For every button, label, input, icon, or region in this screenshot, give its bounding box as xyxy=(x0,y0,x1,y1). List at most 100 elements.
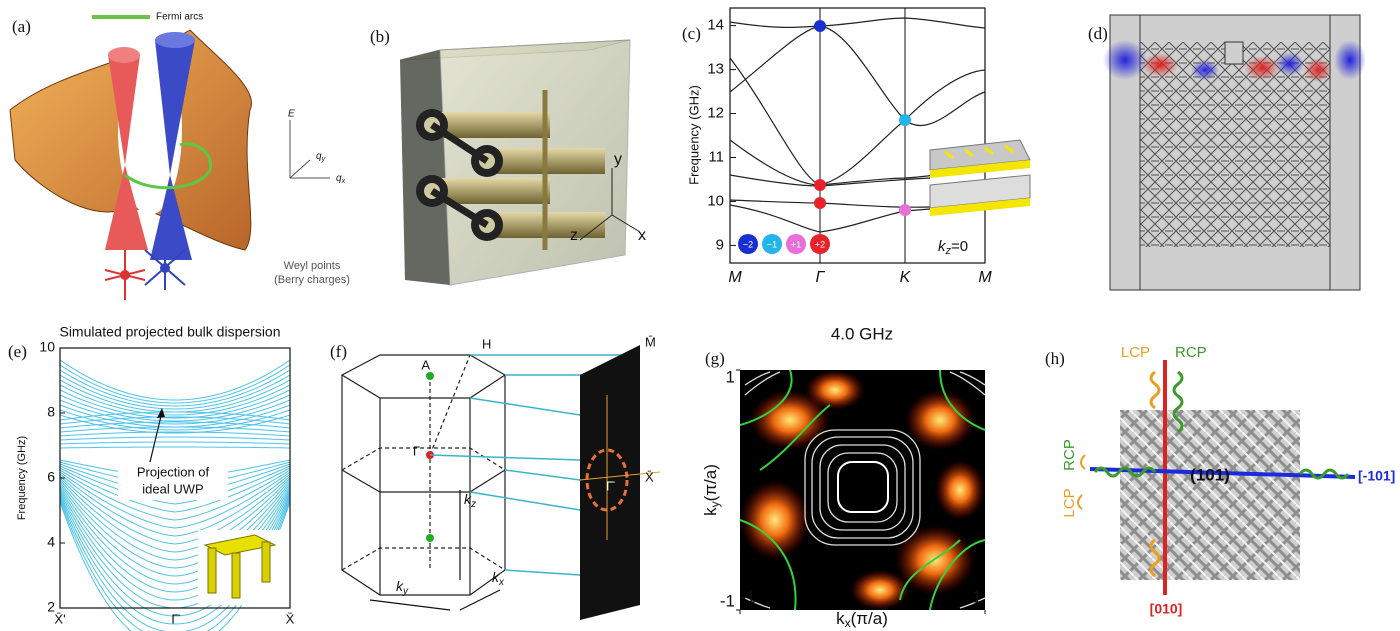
band xyxy=(60,442,290,444)
point-label: H xyxy=(482,336,491,351)
field xyxy=(1191,60,1219,80)
y-tick-label: 1 xyxy=(726,367,735,386)
inset xyxy=(930,140,1030,216)
wave xyxy=(1151,372,1159,408)
axis-label: qy xyxy=(316,151,326,163)
field xyxy=(1334,40,1366,80)
band xyxy=(60,390,290,418)
panel-h: (h) LCP RCP RCP LCP (101) [-101] [010] xyxy=(1045,344,1395,617)
axis-label: E xyxy=(288,109,295,120)
y-tick-label: 6 xyxy=(47,469,55,485)
field xyxy=(1244,56,1280,80)
axes xyxy=(290,120,330,178)
kz-rest: =0 xyxy=(951,238,968,255)
y-tick-label: 8 xyxy=(47,404,55,420)
axis-sub: x xyxy=(341,178,346,185)
axis-sub: y xyxy=(402,586,409,597)
point-label: M̄ xyxy=(645,334,656,349)
polarization-label: LCP xyxy=(1061,488,1078,517)
legend-text: Fermi arcs xyxy=(156,12,203,23)
point xyxy=(426,372,434,380)
plane-label: (101) xyxy=(1190,465,1230,484)
arrowhead xyxy=(157,408,165,418)
figure: (a) Fermi arcs E qy qx Weyl points (Berr… xyxy=(0,0,1400,631)
y-tick-label: 10 xyxy=(39,339,55,355)
circular-arrow xyxy=(1078,455,1085,509)
y-axis-label: ky(π/a) xyxy=(701,464,722,516)
plot-frame xyxy=(730,8,985,263)
weyl-point xyxy=(814,179,826,191)
panel-d: (d) xyxy=(1088,15,1366,290)
band xyxy=(60,437,290,440)
band xyxy=(60,365,290,403)
axis-rest: (π/a) xyxy=(851,609,888,628)
annotation: Projection of xyxy=(137,464,210,479)
contour xyxy=(838,462,888,512)
band xyxy=(60,447,290,448)
y-axis-label: Frequency (GHz) xyxy=(16,436,28,520)
x-tick-label: 1 xyxy=(972,587,981,606)
band xyxy=(60,412,290,420)
axis-label: ky xyxy=(396,578,409,597)
y-tick-label: 13 xyxy=(707,61,724,78)
direction-label: [010] xyxy=(1150,601,1183,617)
axis-sub: y xyxy=(321,156,326,163)
panel-g: (g) 4.0 GHz -1 1 -1 1 ky(π/a) kx(π/a) xyxy=(701,324,985,630)
polarization-label: LCP xyxy=(1121,344,1150,361)
panel-label: (h) xyxy=(1045,349,1065,368)
y-tick-label: 10 xyxy=(707,192,724,209)
point-label: X̄ xyxy=(645,469,654,484)
y-tick-label: 4 xyxy=(47,534,55,550)
axis-rest: (π/a) xyxy=(701,464,720,501)
chart-title: Simulated projected bulk dispersion xyxy=(59,324,280,340)
axis-sub: z xyxy=(470,499,476,510)
y-tick-label: 9 xyxy=(716,236,724,253)
y-ticks: 91011121314 xyxy=(707,17,736,254)
y-tick-label: 14 xyxy=(707,17,724,34)
point-label: A xyxy=(421,357,430,372)
band xyxy=(60,360,290,400)
x-tick-label: -1 xyxy=(740,587,755,606)
y-axis-label: Frequency (GHz) xyxy=(686,85,701,185)
y-tick-label: 11 xyxy=(708,148,724,165)
metamaterial xyxy=(1120,410,1300,580)
field xyxy=(1142,53,1178,77)
caption: (Berry charges) xyxy=(274,274,350,286)
panel-b: (b) y z x xyxy=(370,27,646,285)
x-tick-label: Γ xyxy=(815,269,825,286)
weyl-point xyxy=(814,197,826,209)
x-tick-label: M xyxy=(978,269,992,286)
axis-label: x xyxy=(638,227,646,244)
cone-top xyxy=(108,47,140,63)
x-tick-label: K xyxy=(900,269,912,286)
weyl-point xyxy=(160,263,170,273)
axis-label: z xyxy=(570,227,578,244)
point-label: Γ xyxy=(413,443,420,458)
x-tick-label: M xyxy=(728,269,742,286)
axis-label: qx xyxy=(336,173,346,185)
field xyxy=(1276,52,1304,76)
panel-label: (d) xyxy=(1088,24,1108,43)
panel-label: (c) xyxy=(682,24,701,43)
charge-label: +1 xyxy=(791,239,801,249)
x-tick-label: X̄' xyxy=(54,611,65,626)
field xyxy=(1103,40,1147,80)
direction-label: [-101] xyxy=(1358,468,1395,484)
chart-title: 4.0 GHz xyxy=(831,324,893,343)
charge-label: +2 xyxy=(815,239,825,249)
axis-sub: x xyxy=(498,577,505,588)
panel-label: (a) xyxy=(12,17,31,36)
axis-label: y xyxy=(614,151,622,168)
weyl-point xyxy=(899,204,911,216)
caption: Weyl points xyxy=(284,260,341,272)
brillouin-zone xyxy=(342,355,505,610)
weyl-point xyxy=(814,20,826,32)
x-axis-label: kx(π/a) xyxy=(836,609,888,630)
y-tick-label: -1 xyxy=(720,591,735,610)
panel-label: (e) xyxy=(8,342,27,361)
charge-label: −1 xyxy=(767,239,777,249)
panel-f: (f) A H Γ Y M̄ X̄ Γ̄ kz ky kx xyxy=(330,334,660,620)
panel-label: (g) xyxy=(705,349,725,368)
defect xyxy=(1225,42,1243,64)
panel-label: (f) xyxy=(330,342,347,361)
